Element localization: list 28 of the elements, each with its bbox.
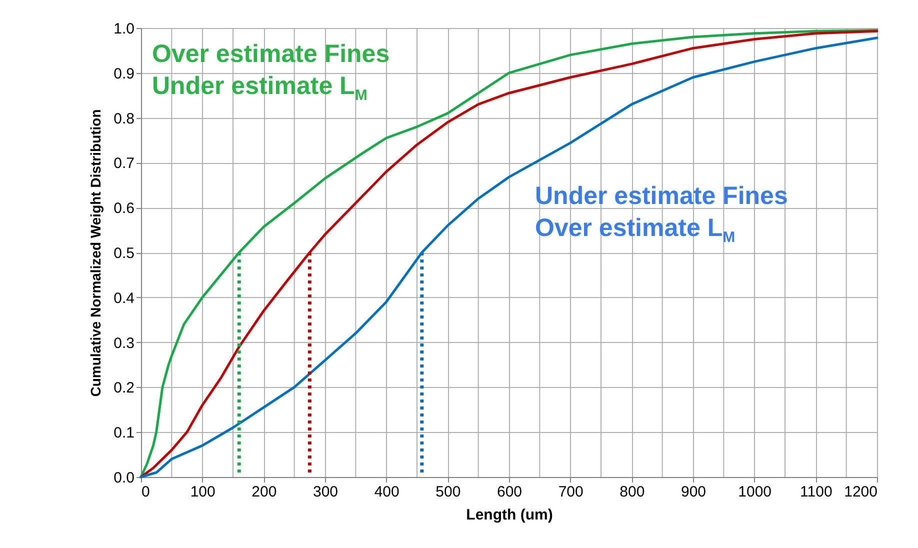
y-axis-title: Cumulative Normalized Weight Distribution: [88, 109, 104, 397]
x-tick-label: 100: [190, 484, 216, 500]
y-tick-label: 0.6: [114, 200, 134, 218]
x-tick-label: 900: [680, 484, 706, 500]
annotation: Over estimate Fines Under estimate L$_{M}$: [152, 39, 390, 106]
y-tick-label: 0.1: [114, 424, 134, 442]
y-tick-label: 0.7: [114, 155, 134, 172]
y-tick-label: 1.0: [114, 20, 134, 38]
y-tick-label: 0.2: [114, 380, 134, 397]
y-tick-label: 0.9: [114, 65, 134, 82]
y-tick-label: 0.4: [114, 290, 134, 307]
x-tick-label: 800: [620, 484, 645, 500]
y-tick-label: 0.8: [114, 110, 134, 128]
x-tick-label: 700: [558, 484, 584, 500]
x-tick-label: 1200: [844, 484, 878, 500]
x-tick-label: 1100: [800, 484, 832, 500]
y-tick-label: 0.5: [114, 245, 134, 262]
x-tick-label: 300: [312, 484, 338, 500]
y-tick-label: 0.3: [114, 334, 134, 352]
x-tick-label: 600: [496, 484, 522, 500]
x-tick-label: 1000: [738, 484, 772, 500]
x-tick-label: 200: [252, 484, 277, 500]
x-axis-title: Length (um): [466, 506, 553, 524]
annotation: Under estimate Fines Over estimate L$_{M}$: [535, 181, 788, 248]
x-tick-label: 0: [142, 484, 150, 500]
y-tick-label: 0.0: [114, 470, 134, 486]
x-tick-label: 500: [436, 484, 461, 500]
x-tick-label: 400: [374, 484, 400, 500]
